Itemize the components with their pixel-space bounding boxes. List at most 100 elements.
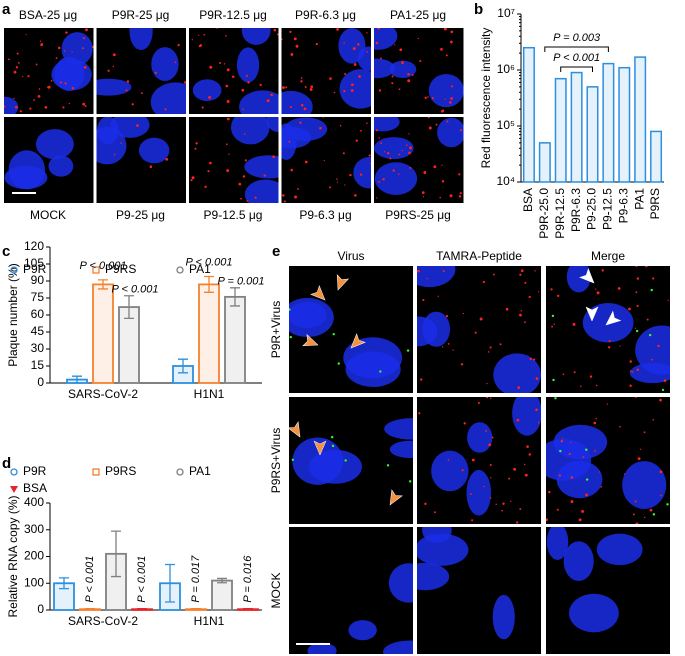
signal-dot <box>309 88 313 91</box>
signal-dot <box>529 357 532 361</box>
signal-dot <box>537 291 540 293</box>
signal-dot <box>499 343 502 346</box>
signal-dot <box>427 117 430 119</box>
signal-dot <box>617 287 621 290</box>
x-tick-label: P9R-6.3 <box>569 188 583 232</box>
signal-dot <box>38 88 41 90</box>
signal-dot <box>659 398 662 402</box>
nucleus <box>61 32 93 66</box>
virus-dot <box>289 335 292 339</box>
annotation: P < 0.001 <box>553 52 600 64</box>
signal-dot <box>417 269 420 273</box>
signal-dot <box>389 157 392 160</box>
signal-dot <box>629 384 632 388</box>
signal-dot <box>40 43 44 47</box>
x-tick-label: H1N1 <box>194 614 225 628</box>
error-bar <box>59 577 69 590</box>
signal-dot <box>489 346 492 349</box>
virus-dot <box>652 513 656 516</box>
image-content <box>307 563 413 654</box>
signal-dot <box>378 89 382 92</box>
signal-dot <box>449 194 453 198</box>
image-content <box>191 28 279 114</box>
signal-dot <box>238 182 242 186</box>
signal-dot <box>516 418 520 422</box>
signal-dot <box>232 75 235 79</box>
nucleus <box>553 424 608 460</box>
signal-dot <box>339 125 342 127</box>
signal-dot <box>394 44 396 46</box>
error-bar <box>178 358 188 374</box>
signal-dot <box>533 358 536 361</box>
micrograph <box>96 117 186 203</box>
signal-dot <box>440 48 443 51</box>
signal-dot <box>513 467 517 471</box>
nucleus <box>266 117 279 132</box>
signal-dot <box>344 73 347 76</box>
y-tick-label: 30 <box>31 341 45 355</box>
signal-dot <box>303 107 307 111</box>
signal-dot <box>634 397 637 399</box>
signal-dot <box>534 270 536 272</box>
row-label: MOCK <box>269 573 283 609</box>
arrow <box>310 285 326 301</box>
signal-dot <box>27 75 30 78</box>
signal-dot <box>635 266 638 268</box>
signal-dot <box>47 85 51 89</box>
image-label: P9-6.3 μg <box>299 208 351 222</box>
signal-dot <box>190 179 193 182</box>
virus-dot <box>635 329 639 333</box>
virus-dot <box>337 362 340 365</box>
signal-dot <box>360 129 362 132</box>
nucleus <box>96 78 132 96</box>
signal-dot <box>570 476 574 479</box>
signal-dot <box>505 307 509 311</box>
nucleus <box>622 461 667 509</box>
image-content <box>374 117 464 199</box>
signal-dot <box>424 170 426 173</box>
signal-dot <box>83 65 87 69</box>
image-label: BSA-25 μg <box>19 8 77 22</box>
signal-dot <box>242 108 244 111</box>
signal-dot <box>226 117 230 121</box>
image-content <box>281 28 371 114</box>
signal-dot <box>285 86 288 89</box>
signal-dot <box>479 317 483 321</box>
signal-dot <box>191 176 195 180</box>
virus-dot <box>554 397 557 400</box>
arrow <box>389 489 403 506</box>
image-content <box>4 129 74 190</box>
annotation: P = 0.016 <box>242 555 254 603</box>
nucleus <box>374 117 400 132</box>
signal-dot <box>643 431 646 434</box>
signal-dot <box>228 153 230 155</box>
annotation: P < 0.001 <box>112 284 159 296</box>
virus-dot <box>386 464 390 467</box>
signal-dot <box>16 52 19 55</box>
signal-dot <box>449 101 452 104</box>
signal-dot <box>581 509 585 513</box>
nucleus <box>284 117 328 141</box>
signal-dot <box>520 269 524 273</box>
signal-dot <box>140 92 143 95</box>
y-tick-label: 0 <box>37 375 44 389</box>
nucleus <box>129 28 153 51</box>
signal-dot <box>282 86 285 89</box>
signal-dot <box>459 129 462 132</box>
signal-dot <box>13 97 15 100</box>
signal-dot <box>409 146 412 150</box>
signal-dot <box>562 373 565 375</box>
signal-dot <box>270 93 273 97</box>
signal-dot <box>607 346 611 349</box>
signal-dot <box>243 133 246 135</box>
signal-dot <box>439 196 441 199</box>
bar <box>224 295 246 384</box>
nucleus <box>374 137 414 160</box>
signal-dot <box>524 321 526 324</box>
x-tick-label: SARS-CoV-2 <box>68 387 138 401</box>
signal-dot <box>489 397 492 400</box>
panel-letter: d <box>2 455 11 472</box>
micrograph <box>417 527 541 654</box>
signal-dot <box>226 68 230 72</box>
virus-dot <box>331 435 334 439</box>
